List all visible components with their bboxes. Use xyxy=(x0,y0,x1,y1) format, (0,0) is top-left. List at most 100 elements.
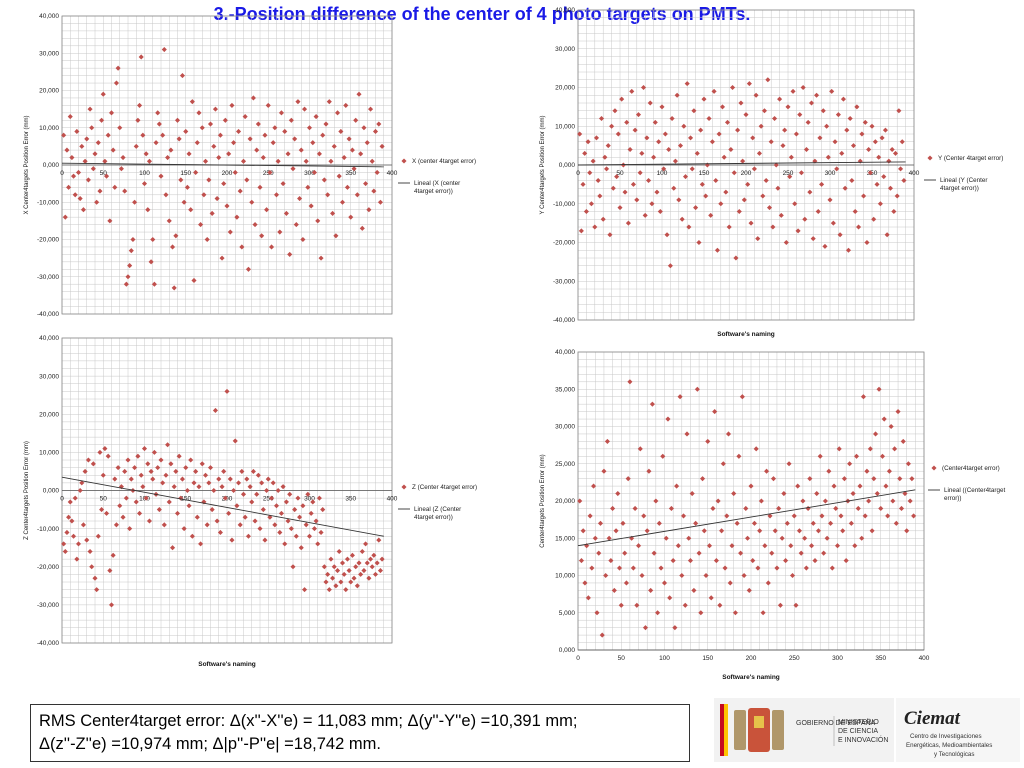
data-point xyxy=(297,195,303,202)
data-point xyxy=(104,510,110,516)
data-point xyxy=(249,499,255,505)
data-point xyxy=(686,224,692,230)
data-point xyxy=(245,533,251,539)
data-point xyxy=(814,491,820,497)
data-point xyxy=(588,201,594,207)
data-point xyxy=(368,106,374,112)
data-point xyxy=(214,518,220,524)
ciemat-background xyxy=(896,698,1020,762)
data-point xyxy=(753,446,759,452)
ciemat-sub-1: Centro de Investigaciones xyxy=(910,733,982,740)
y-axis-label: Center4targets Position Error (mm) xyxy=(540,454,546,547)
data-point xyxy=(137,102,143,108)
data-point xyxy=(589,565,595,571)
data-point xyxy=(374,169,380,175)
data-point xyxy=(313,114,319,120)
coat-of-arms-icon xyxy=(734,708,784,752)
data-point xyxy=(642,212,648,218)
data-point xyxy=(219,484,225,490)
data-point xyxy=(339,199,346,205)
data-point xyxy=(150,476,156,482)
data-point xyxy=(705,438,711,444)
data-point xyxy=(622,189,628,195)
ciemat-sub-3: y Tecnológicas xyxy=(934,751,974,758)
data-point xyxy=(303,158,309,164)
data-point xyxy=(856,224,862,230)
data-point xyxy=(788,543,794,549)
data-point xyxy=(693,520,699,526)
data-points xyxy=(61,46,385,291)
data-point xyxy=(100,472,106,478)
data-point xyxy=(84,537,90,543)
data-point xyxy=(64,529,70,535)
y-axis-label: Z Center4targets Position Error (mm) xyxy=(24,441,30,540)
data-point xyxy=(353,117,359,123)
data-point xyxy=(618,602,624,608)
data-point xyxy=(872,139,878,145)
data-point xyxy=(873,431,879,437)
legend-marker xyxy=(927,155,933,161)
y-tick-label: -20,000 xyxy=(553,240,575,247)
data-point xyxy=(120,514,126,520)
y-tick-label: 30,000 xyxy=(555,424,575,431)
data-point xyxy=(739,394,745,400)
data-point xyxy=(351,575,357,581)
data-point xyxy=(277,229,283,235)
data-point xyxy=(871,476,877,482)
y-tick-label: 40,000 xyxy=(39,335,59,342)
data-point xyxy=(331,143,337,149)
data-point xyxy=(227,229,233,235)
data-point xyxy=(857,158,863,164)
data-point xyxy=(203,158,209,164)
data-point xyxy=(260,507,266,513)
data-point xyxy=(226,151,232,157)
data-point xyxy=(302,587,308,593)
data-point xyxy=(696,550,702,556)
data-point xyxy=(160,132,166,138)
data-point xyxy=(153,140,159,146)
data-point xyxy=(79,143,85,149)
data-point xyxy=(219,255,225,261)
x-tick-label: 300 xyxy=(825,170,836,177)
data-point xyxy=(651,550,657,556)
data-point xyxy=(666,146,672,153)
data-point xyxy=(214,195,220,202)
data-point xyxy=(805,119,811,125)
data-point xyxy=(857,483,863,489)
data-point xyxy=(292,136,298,142)
data-point xyxy=(262,537,268,543)
data-point xyxy=(883,483,889,489)
data-point xyxy=(890,498,896,504)
data-point xyxy=(738,550,744,556)
data-point xyxy=(744,535,751,541)
data-point xyxy=(321,177,327,183)
data-point xyxy=(209,210,215,216)
trend-line xyxy=(61,162,384,168)
y-tick-label: 0,000 xyxy=(43,162,60,169)
data-point xyxy=(757,528,763,534)
data-point xyxy=(861,193,867,199)
data-point xyxy=(239,468,245,474)
data-point xyxy=(821,550,827,556)
data-point xyxy=(704,162,710,168)
data-point xyxy=(102,158,108,164)
data-point xyxy=(146,518,152,524)
data-point xyxy=(751,166,757,172)
data-point xyxy=(176,136,182,142)
x-tick-label: 400 xyxy=(387,496,398,503)
y-tick-label: 10,000 xyxy=(39,450,59,457)
y-tick-label: 10,000 xyxy=(39,125,59,132)
data-point xyxy=(597,193,603,199)
data-point xyxy=(671,185,677,191)
data-point xyxy=(758,498,764,504)
data-point xyxy=(184,184,190,190)
x-tick-label: 50 xyxy=(100,170,108,177)
y-tick-label: 20,000 xyxy=(555,498,575,505)
gobierno-text: GOBIERNO DE ESPAÑA xyxy=(796,718,876,727)
data-point xyxy=(356,91,362,97)
y-tick-label: 20,000 xyxy=(39,411,59,418)
ciemat-wordmark: Ciemat xyxy=(904,708,961,729)
data-point xyxy=(110,552,116,558)
data-point xyxy=(610,505,616,511)
data-point xyxy=(730,84,736,91)
